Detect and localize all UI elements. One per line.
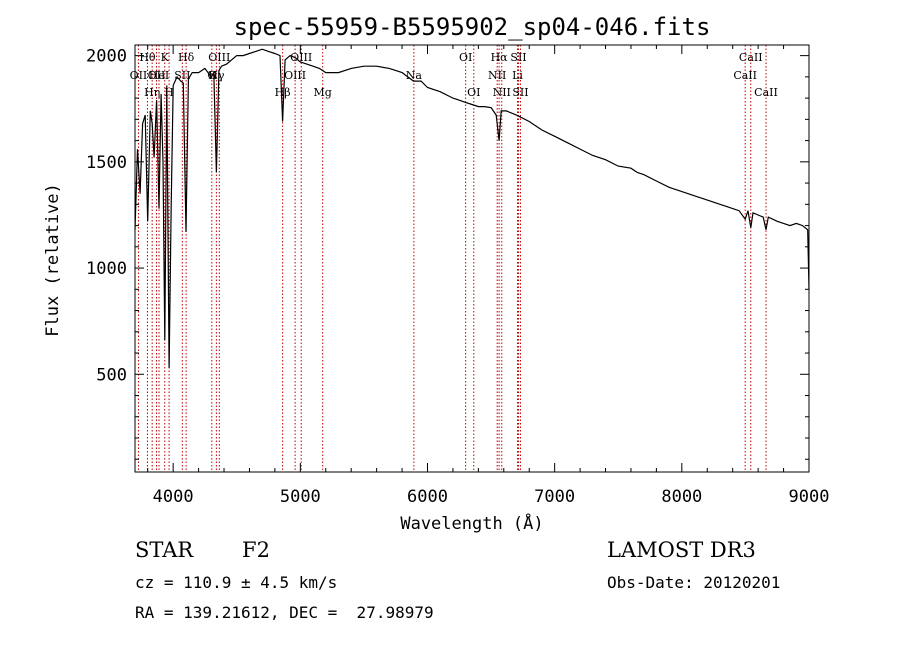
x-tick-label: 7000: [534, 487, 575, 507]
spectral-line-label: OIII: [284, 69, 306, 82]
spectral-line-label: OI: [467, 86, 480, 99]
coordinates-label: RA = 139.21612, DEC = 27.98979: [135, 603, 434, 622]
spectral-line-label: OIII: [290, 51, 312, 64]
y-tick-label: 500: [96, 365, 127, 385]
spectral-line-label: OIII: [208, 51, 230, 64]
spectral-line-label: Hα: [491, 51, 509, 64]
spectral-line-labels: OIIHθHηOIIHeIKHSIIHδGHγOIIIHβOIIIOIIIMgN…: [130, 51, 778, 99]
spectral-line-label: K: [161, 51, 170, 64]
x-tick-label: 4000: [153, 487, 194, 507]
spectral-line-label: HeI: [149, 69, 169, 82]
redshift-label: cz = 110.9 ± 4.5 km/s: [135, 573, 338, 592]
survey-label: LAMOST DR3: [607, 538, 756, 562]
spectral-line-label: SII: [512, 86, 528, 99]
spectral-line-label: Hβ: [275, 86, 291, 99]
spectral-line-label: H: [164, 86, 174, 99]
y-axis: 500 1000 1500 2000: [86, 47, 809, 460]
spectral-line-label: Hδ: [178, 51, 195, 64]
x-axis-label: Wavelength (Å): [400, 512, 543, 534]
chart-title: spec-55959-B5595902_sp04-046.fits: [234, 13, 711, 41]
x-axis: 4000 5000 6000 7000 8000 9000: [147, 45, 830, 507]
spectral-line-label: CaII: [739, 51, 763, 64]
x-tick-label: 6000: [407, 487, 448, 507]
spectral-line-label: Hθ: [139, 51, 156, 64]
observation-date-label: Obs-Date: 20120201: [607, 573, 781, 592]
spectral-line-label: SII: [510, 51, 526, 64]
spectral-line-label: CaII: [733, 69, 757, 82]
y-tick-label: 1500: [86, 153, 127, 173]
y-tick-label: 2000: [86, 47, 127, 67]
spectral-line-label: Hγ: [208, 69, 225, 82]
spectral-line-label: CaII: [754, 86, 778, 99]
y-axis-label: Flux (relative): [43, 183, 63, 337]
spectral-line-label: Na: [406, 69, 423, 82]
spectrum-line: [134, 48, 810, 368]
x-tick-label: 8000: [661, 487, 702, 507]
spectral-line-label: NII: [493, 86, 511, 99]
object-type-label: STAR: [135, 538, 194, 562]
spectral-line-label: NII: [488, 69, 506, 82]
spectral-line-label: Hη: [144, 86, 160, 99]
spectral-line-markers: [137, 45, 767, 472]
spectral-subclass-label: F2: [242, 538, 270, 562]
spectral-line-label: Mg: [314, 86, 332, 99]
spectral-line-label: Li: [512, 69, 523, 82]
x-tick-label: 9000: [789, 487, 830, 507]
plot-frame: [134, 44, 810, 473]
spectral-line-label: OII: [130, 69, 148, 82]
y-tick-label: 1000: [86, 259, 127, 279]
x-tick-label: 5000: [280, 487, 321, 507]
spectral-line-label: OII: [148, 69, 166, 82]
spectral-line-label: OI: [459, 51, 472, 64]
